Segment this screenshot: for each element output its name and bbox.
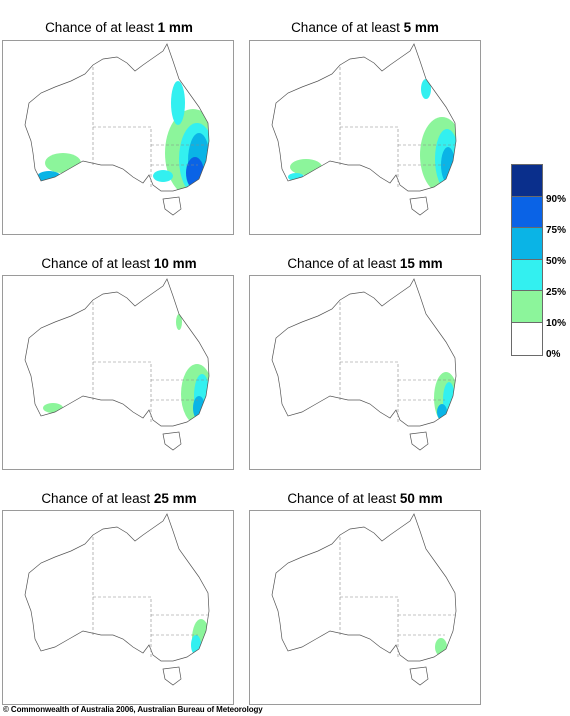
legend-color-bar bbox=[511, 164, 543, 356]
legend-label-10: 10% bbox=[546, 318, 567, 329]
title-amount: 1 mm bbox=[157, 20, 193, 35]
australia-map-50mm bbox=[271, 513, 457, 686]
title-prefix: Chance of at least bbox=[291, 20, 400, 35]
australia-map-10mm bbox=[24, 278, 210, 451]
panel-title-1mm: Chance of at least 1 mm bbox=[3, 20, 235, 35]
map-panel-5mm bbox=[249, 40, 481, 235]
legend-swatch-25 bbox=[512, 259, 542, 291]
legend-label-0: 0% bbox=[546, 349, 561, 360]
legend-swatch-10 bbox=[512, 291, 542, 323]
legend-swatch-50 bbox=[512, 228, 542, 260]
panel-title-25mm: Chance of at least 25 mm bbox=[3, 491, 235, 506]
title-prefix: Chance of at least bbox=[287, 491, 397, 506]
legend-swatch-75 bbox=[512, 196, 542, 228]
title-prefix: Chance of at least bbox=[41, 256, 151, 271]
panel-title-50mm: Chance of at least 50 mm bbox=[249, 491, 481, 506]
legend-swatch-90 bbox=[512, 165, 542, 197]
map-panel-10mm bbox=[2, 275, 234, 470]
map-panel-15mm bbox=[249, 275, 481, 470]
panel-title-10mm: Chance of at least 10 mm bbox=[3, 256, 235, 271]
australia-map-15mm bbox=[271, 278, 457, 451]
legend-swatch-0 bbox=[512, 322, 542, 354]
title-amount: 10 mm bbox=[153, 256, 197, 271]
title-amount: 50 mm bbox=[399, 491, 443, 506]
panel-title-15mm: Chance of at least 15 mm bbox=[249, 256, 481, 271]
title-amount: 15 mm bbox=[399, 256, 443, 271]
title-prefix: Chance of at least bbox=[41, 491, 151, 506]
map-panel-50mm bbox=[249, 510, 481, 705]
title-amount: 5 mm bbox=[403, 20, 439, 35]
title-amount: 25 mm bbox=[153, 491, 197, 506]
legend-label-50: 50% bbox=[546, 256, 567, 267]
australia-map-5mm bbox=[271, 43, 457, 216]
map-panel-1mm bbox=[2, 40, 234, 235]
map-panel-25mm bbox=[2, 510, 234, 705]
title-prefix: Chance of at least bbox=[45, 20, 154, 35]
legend-label-90: 90% bbox=[546, 194, 567, 205]
title-prefix: Chance of at least bbox=[287, 256, 397, 271]
legend-label-25: 25% bbox=[546, 287, 567, 298]
panel-title-5mm: Chance of at least 5 mm bbox=[249, 20, 481, 35]
copyright-notice: © Commonwealth of Australia 2006, Austra… bbox=[3, 705, 263, 714]
legend-label-75: 75% bbox=[546, 225, 567, 236]
australia-map-1mm bbox=[24, 43, 210, 216]
australia-map-25mm bbox=[24, 513, 210, 686]
